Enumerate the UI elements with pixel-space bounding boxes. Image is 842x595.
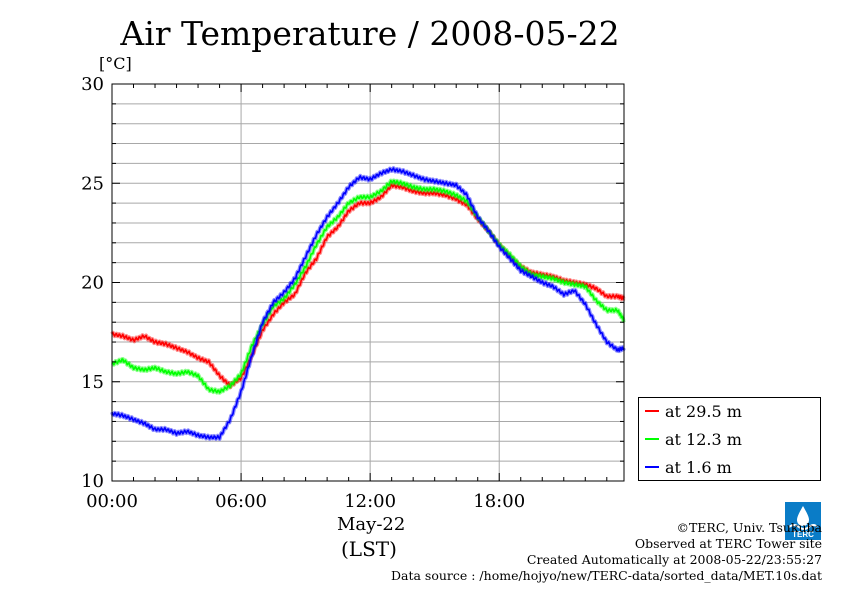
terc-logo-icon: TERC xyxy=(785,502,821,540)
series-halo xyxy=(110,166,626,441)
legend-swatch-blue xyxy=(645,466,659,468)
x-tick-label: 06:00 xyxy=(215,491,267,512)
x-tick-label: 00:00 xyxy=(86,491,138,512)
series-line xyxy=(111,179,625,394)
credit-source: Data source : /home/hojyo/new/TERC-data/… xyxy=(390,568,822,583)
grid-lines xyxy=(112,84,624,481)
legend-item-1-6m: at 1.6 m xyxy=(645,455,732,479)
logo-text: TERC xyxy=(792,530,814,539)
y-tick-label: 15 xyxy=(81,372,104,393)
axis-ticks: 10 15 20 25 30 00:00 06:00 12:00 18:00 xyxy=(81,74,624,512)
credit-copyright: ©TERC, Univ. Tsukuba xyxy=(676,520,822,535)
y-tick-label: 10 xyxy=(81,471,104,492)
x-tick-label: 12:00 xyxy=(344,491,396,512)
y-axis-unit-label: [°C] xyxy=(99,54,132,73)
x-tick-label: 18:00 xyxy=(473,491,525,512)
y-tick-label: 30 xyxy=(81,74,104,95)
chart-title: Air Temperature / 2008-05-22 xyxy=(120,14,620,53)
credit-created: Created Automatically at 2008-05-22/23:5… xyxy=(526,552,822,567)
legend-swatch-green xyxy=(645,438,659,440)
y-tick-label: 25 xyxy=(81,173,104,194)
legend-label: at 29.5 m xyxy=(665,401,742,421)
credits-block: ©TERC, Univ. Tsukuba Observed at TERC To… xyxy=(391,520,822,584)
legend-label: at 1.6 m xyxy=(665,457,732,477)
series-line xyxy=(111,167,625,440)
credit-site: Observed at TERC Tower site xyxy=(634,536,822,551)
x-axis-timezone-label: (LST) xyxy=(341,537,397,561)
series-lines xyxy=(110,166,626,441)
x-axis-date-label: May-22 xyxy=(337,514,406,535)
legend: at 29.5 m at 12.3 m at 1.6 m xyxy=(638,397,821,481)
y-tick-label: 20 xyxy=(81,273,104,294)
legend-item-12-3m: at 12.3 m xyxy=(645,427,742,451)
legend-label: at 12.3 m xyxy=(665,429,742,449)
legend-item-29-5m: at 29.5 m xyxy=(645,399,742,423)
legend-swatch-red xyxy=(645,410,659,412)
